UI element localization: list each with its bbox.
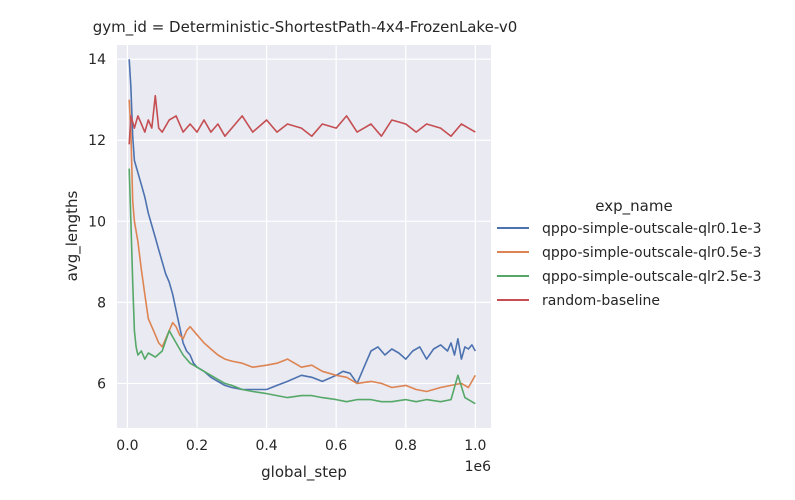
x-tick-label: 0.4 — [255, 438, 277, 454]
series-line — [128, 99, 476, 393]
y-axis-title: avg_lengths — [63, 190, 82, 281]
series-line — [128, 94, 476, 145]
y-tick-label: 6 — [97, 376, 106, 392]
y-tick-label: 14 — [88, 52, 106, 68]
tick-labels: 0.0 0.2 0.4 0.6 0.8 1.0 6 8 10 12 14 — [88, 52, 486, 454]
plot-area — [117, 45, 491, 428]
grid-lines — [117, 45, 491, 428]
x-tick-label: 0.2 — [186, 438, 208, 454]
legend-items: qppo-simple-outscale-qlr0.1e-3 qppo-simpl… — [497, 221, 761, 309]
x-tick-label: 0.0 — [116, 438, 138, 454]
x-tick-label: 1.0 — [464, 438, 486, 454]
legend-label: qppo-simple-outscale-qlr0.5e-3 — [542, 245, 761, 261]
legend-label: qppo-simple-outscale-qlr0.1e-3 — [542, 221, 761, 237]
series-lines — [128, 59, 476, 405]
y-tick-label: 8 — [97, 295, 106, 311]
x-axis-title: global_step — [261, 463, 347, 482]
x-tick-label: 0.6 — [325, 438, 347, 454]
chart-title: gym_id = Deterministic-ShortestPath-4x4-… — [93, 18, 518, 37]
x-offset-label: 1e6 — [465, 459, 492, 475]
series-line — [128, 168, 476, 405]
y-tick-label: 10 — [88, 214, 106, 230]
series-line — [128, 59, 476, 391]
legend-label: qppo-simple-outscale-qlr2.5e-3 — [542, 269, 761, 285]
legend-label: random-baseline — [542, 293, 660, 309]
legend: exp_name qppo-simple-outscale-qlr0.1e-3q… — [497, 197, 761, 309]
x-tick-label: 0.8 — [395, 438, 417, 454]
legend-title: exp_name — [595, 197, 672, 216]
y-tick-label: 12 — [88, 133, 106, 149]
